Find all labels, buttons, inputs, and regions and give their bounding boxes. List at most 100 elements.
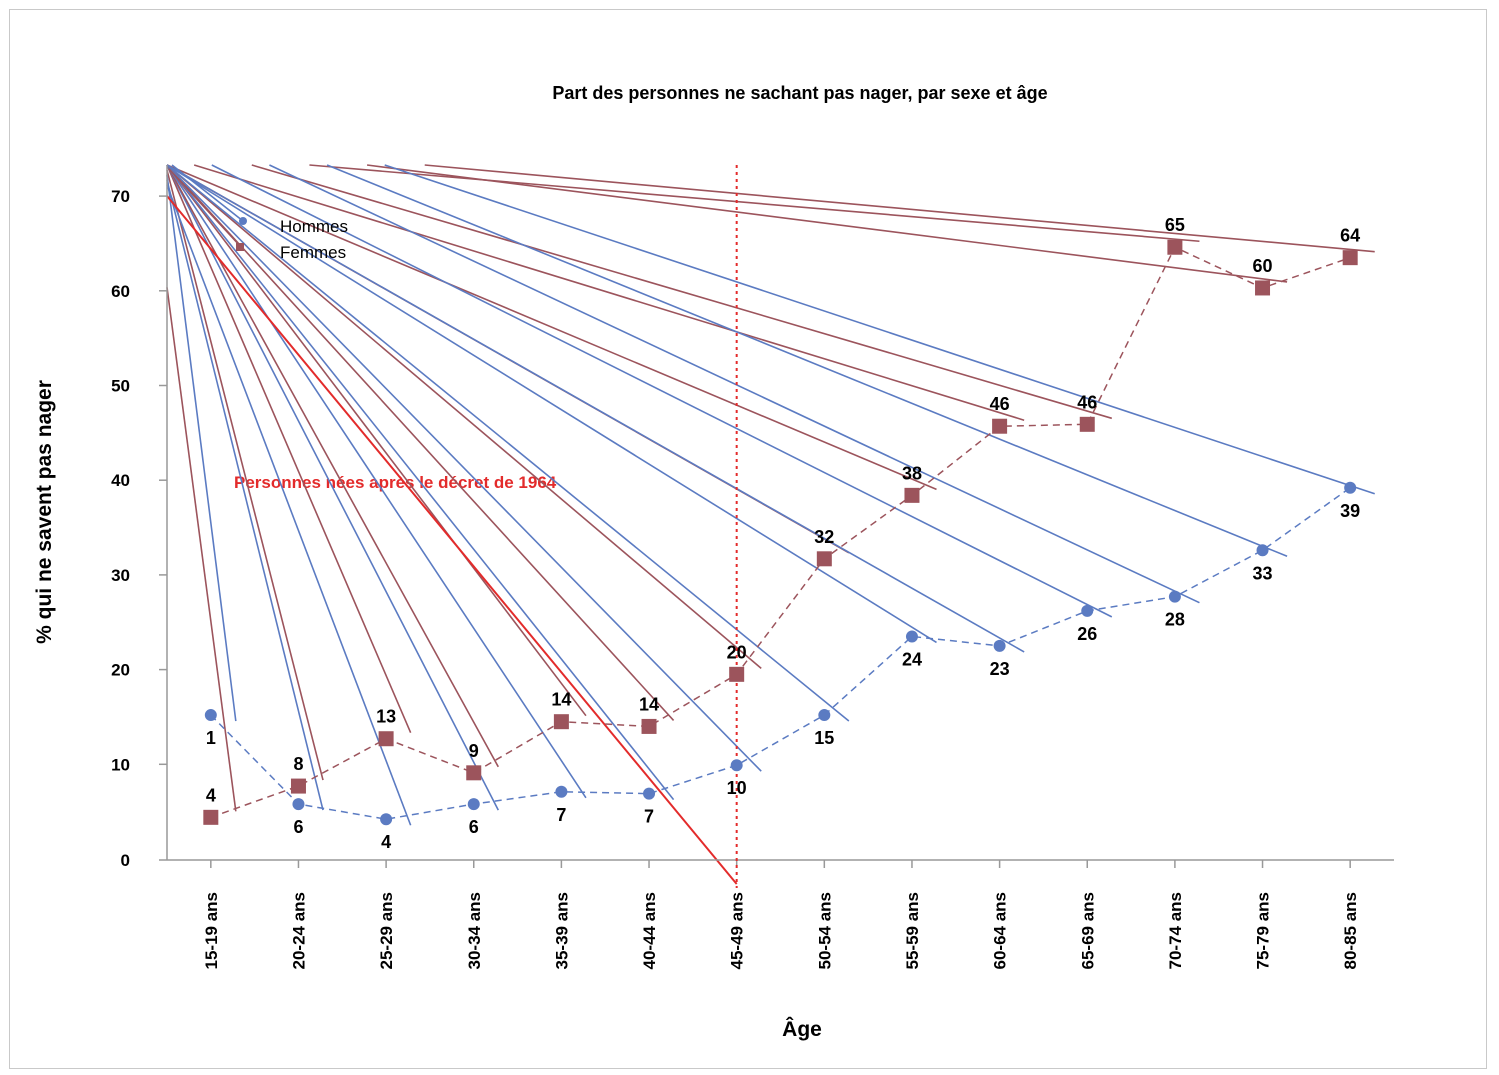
leader-line-hommes [269, 164, 1200, 604]
point-hommes [204, 709, 217, 722]
series-line-femmes [210, 246, 1351, 819]
data-label-hommes: 15 [814, 728, 834, 748]
point-femmes [1167, 239, 1183, 255]
x-tick-label: 50-54 ans [815, 892, 834, 970]
leader-line-femmes [166, 164, 499, 768]
leader-line-hommes [326, 164, 1288, 558]
data-label-hommes: 23 [990, 659, 1010, 679]
x-tick-label: 30-34 ans [465, 892, 484, 970]
leader-line-hommes [166, 164, 675, 801]
point-femmes [290, 778, 306, 794]
legend-label-femmes: Femmes [280, 243, 346, 262]
leader-line-femmes [166, 164, 762, 669]
leader-line-hommes [166, 164, 850, 722]
point-femmes [904, 487, 920, 503]
point-hommes [380, 813, 393, 826]
data-label-femmes: 9 [469, 741, 479, 761]
point-hommes [730, 759, 743, 772]
y-tick-label: 50 [111, 377, 130, 396]
point-hommes [818, 709, 831, 722]
leader-line-hommes [166, 179, 324, 811]
point-hommes [555, 785, 568, 798]
legend-label-hommes: Hommes [280, 217, 348, 236]
leader-line-femmes [193, 164, 1025, 421]
point-femmes [378, 731, 394, 747]
axes: 0 10 20 30 40 50 60 70 15-19 ans 20-24 ans 25-29 a… [111, 165, 1394, 970]
legend-marker-femmes [236, 243, 244, 251]
x-tick-label: 65-69 ans [1078, 892, 1097, 970]
leader-line-hommes [166, 174, 237, 722]
data-label-femmes: 14 [639, 694, 659, 714]
data-label-hommes: 4 [381, 832, 391, 852]
chart-title: Part des personnes ne sachant pas nager,… [552, 83, 1047, 103]
leader-line-femmes [166, 287, 237, 812]
leader-line-femmes [366, 164, 1288, 283]
data-label-femmes: 20 [727, 642, 747, 662]
x-tick-label: 55-59 ans [903, 892, 922, 970]
data-label-hommes: 28 [1165, 610, 1185, 630]
point-femmes [1079, 416, 1095, 432]
leader-line-hommes [211, 164, 1113, 618]
chart-frame [9, 9, 1487, 1069]
x-tick-label: 80-85 ans [1341, 892, 1360, 970]
data-label-hommes: 1 [206, 728, 216, 748]
leader-line-femmes [166, 164, 412, 734]
leader-line-femmes [166, 164, 675, 721]
point-hommes [1081, 604, 1094, 617]
point-femmes [466, 765, 482, 781]
point-femmes [203, 809, 219, 825]
leader-line-hommes [166, 164, 500, 811]
point-hommes [292, 798, 305, 811]
point-femmes [992, 418, 1008, 434]
x-tick-label: 25-29 ans [377, 892, 396, 970]
data-label-hommes: 26 [1077, 624, 1097, 644]
y-tick-label: 10 [111, 755, 130, 774]
point-hommes [643, 787, 656, 800]
x-tick-label: 75-79 ans [1254, 892, 1273, 970]
y-tick-label: 60 [111, 282, 130, 301]
data-label-femmes: 13 [376, 707, 396, 727]
data-label-femmes: 38 [902, 463, 922, 483]
leader-line-femmes [251, 164, 1113, 420]
point-hommes [993, 639, 1006, 652]
point-femmes [641, 718, 657, 734]
leader-line-hommes [166, 164, 587, 799]
leader-line-hommes [166, 164, 937, 644]
point-femmes [1342, 250, 1358, 266]
leader-line-femmes [166, 164, 937, 491]
point-hommes [1168, 590, 1181, 603]
data-label-femmes: 46 [1077, 392, 1097, 412]
point-hommes [1344, 481, 1357, 494]
x-tick-label: 45-49 ans [728, 892, 747, 970]
leader-line-femmes [424, 164, 1375, 253]
leader-line-hommes [166, 164, 1025, 653]
data-label-hommes: 7 [556, 805, 566, 825]
data-label-hommes: 24 [902, 649, 922, 669]
leader-line-hommes [166, 184, 412, 826]
y-tick-label: 30 [111, 566, 130, 585]
point-hommes [1256, 544, 1269, 557]
data-label-femmes: 60 [1253, 256, 1273, 276]
y-tick-label: 20 [111, 661, 130, 680]
decorative-leader-lines [166, 164, 1375, 885]
x-tick-label: 20-24 ans [289, 892, 308, 970]
x-tick-label: 15-19 ans [202, 892, 221, 970]
data-label-hommes: 6 [469, 817, 479, 837]
leader-line-femmes [309, 164, 1200, 243]
leader-line-hommes [166, 164, 762, 772]
point-hommes [467, 798, 480, 811]
x-axis-title: Âge [782, 1017, 822, 1041]
point-hommes [905, 630, 918, 643]
leader-line-femmes [166, 169, 324, 781]
point-femmes [553, 714, 569, 730]
x-tick-label: 70-74 ans [1166, 892, 1185, 970]
data-label-hommes: 39 [1340, 501, 1360, 521]
series-line-hommes [210, 487, 1351, 820]
legend-marker-hommes [239, 217, 247, 225]
y-tick-label: 70 [111, 187, 130, 206]
x-tick-label: 60-64 ans [991, 892, 1010, 970]
legend-leader-femmes [168, 168, 242, 248]
point-femmes [816, 551, 832, 567]
